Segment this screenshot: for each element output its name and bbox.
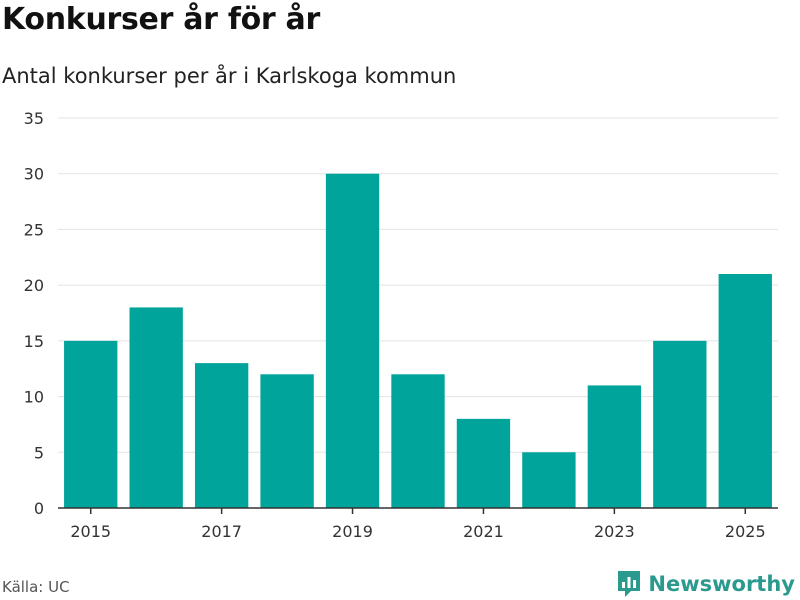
y-tick-label: 15	[24, 332, 44, 351]
y-tick-label: 25	[24, 220, 44, 239]
brand-logo: Newsworthy	[616, 569, 795, 599]
bar-2024	[653, 340, 707, 508]
x-tick-label: 2025	[725, 522, 766, 541]
chart-subtitle: Antal konkurser per år i Karlskoga kommu…	[2, 64, 457, 88]
y-tick-label: 20	[24, 276, 44, 295]
bar-2015	[64, 340, 118, 508]
bar-2017	[194, 363, 249, 508]
x-tick-label: 2021	[463, 522, 504, 541]
bar-2021	[456, 418, 511, 508]
bars	[64, 173, 772, 508]
source-note: Källa: UC	[2, 578, 70, 596]
x-tick-label: 2019	[332, 522, 373, 541]
y-tick-label: 5	[34, 443, 44, 462]
chart-title: Konkurser år för år	[2, 2, 320, 37]
newsworthy-logo-icon	[618, 571, 641, 597]
bar-2025	[718, 274, 772, 508]
y-tick-label: 30	[24, 165, 44, 184]
bar-2023	[587, 385, 642, 508]
bar-2020	[391, 374, 445, 508]
y-tick-label: 35	[24, 109, 44, 128]
bar-2019	[325, 173, 380, 508]
brand-name: Newsworthy	[648, 572, 795, 596]
bar-2016	[129, 307, 183, 508]
x-tick-label: 2017	[201, 522, 242, 541]
y-tick-label: 10	[24, 388, 44, 407]
bar-2022	[522, 452, 576, 508]
y-tick-label: 0	[34, 499, 44, 518]
x-tick-label: 2023	[594, 522, 635, 541]
bar-2018	[260, 374, 314, 508]
x-tick-label: 2015	[70, 522, 111, 541]
